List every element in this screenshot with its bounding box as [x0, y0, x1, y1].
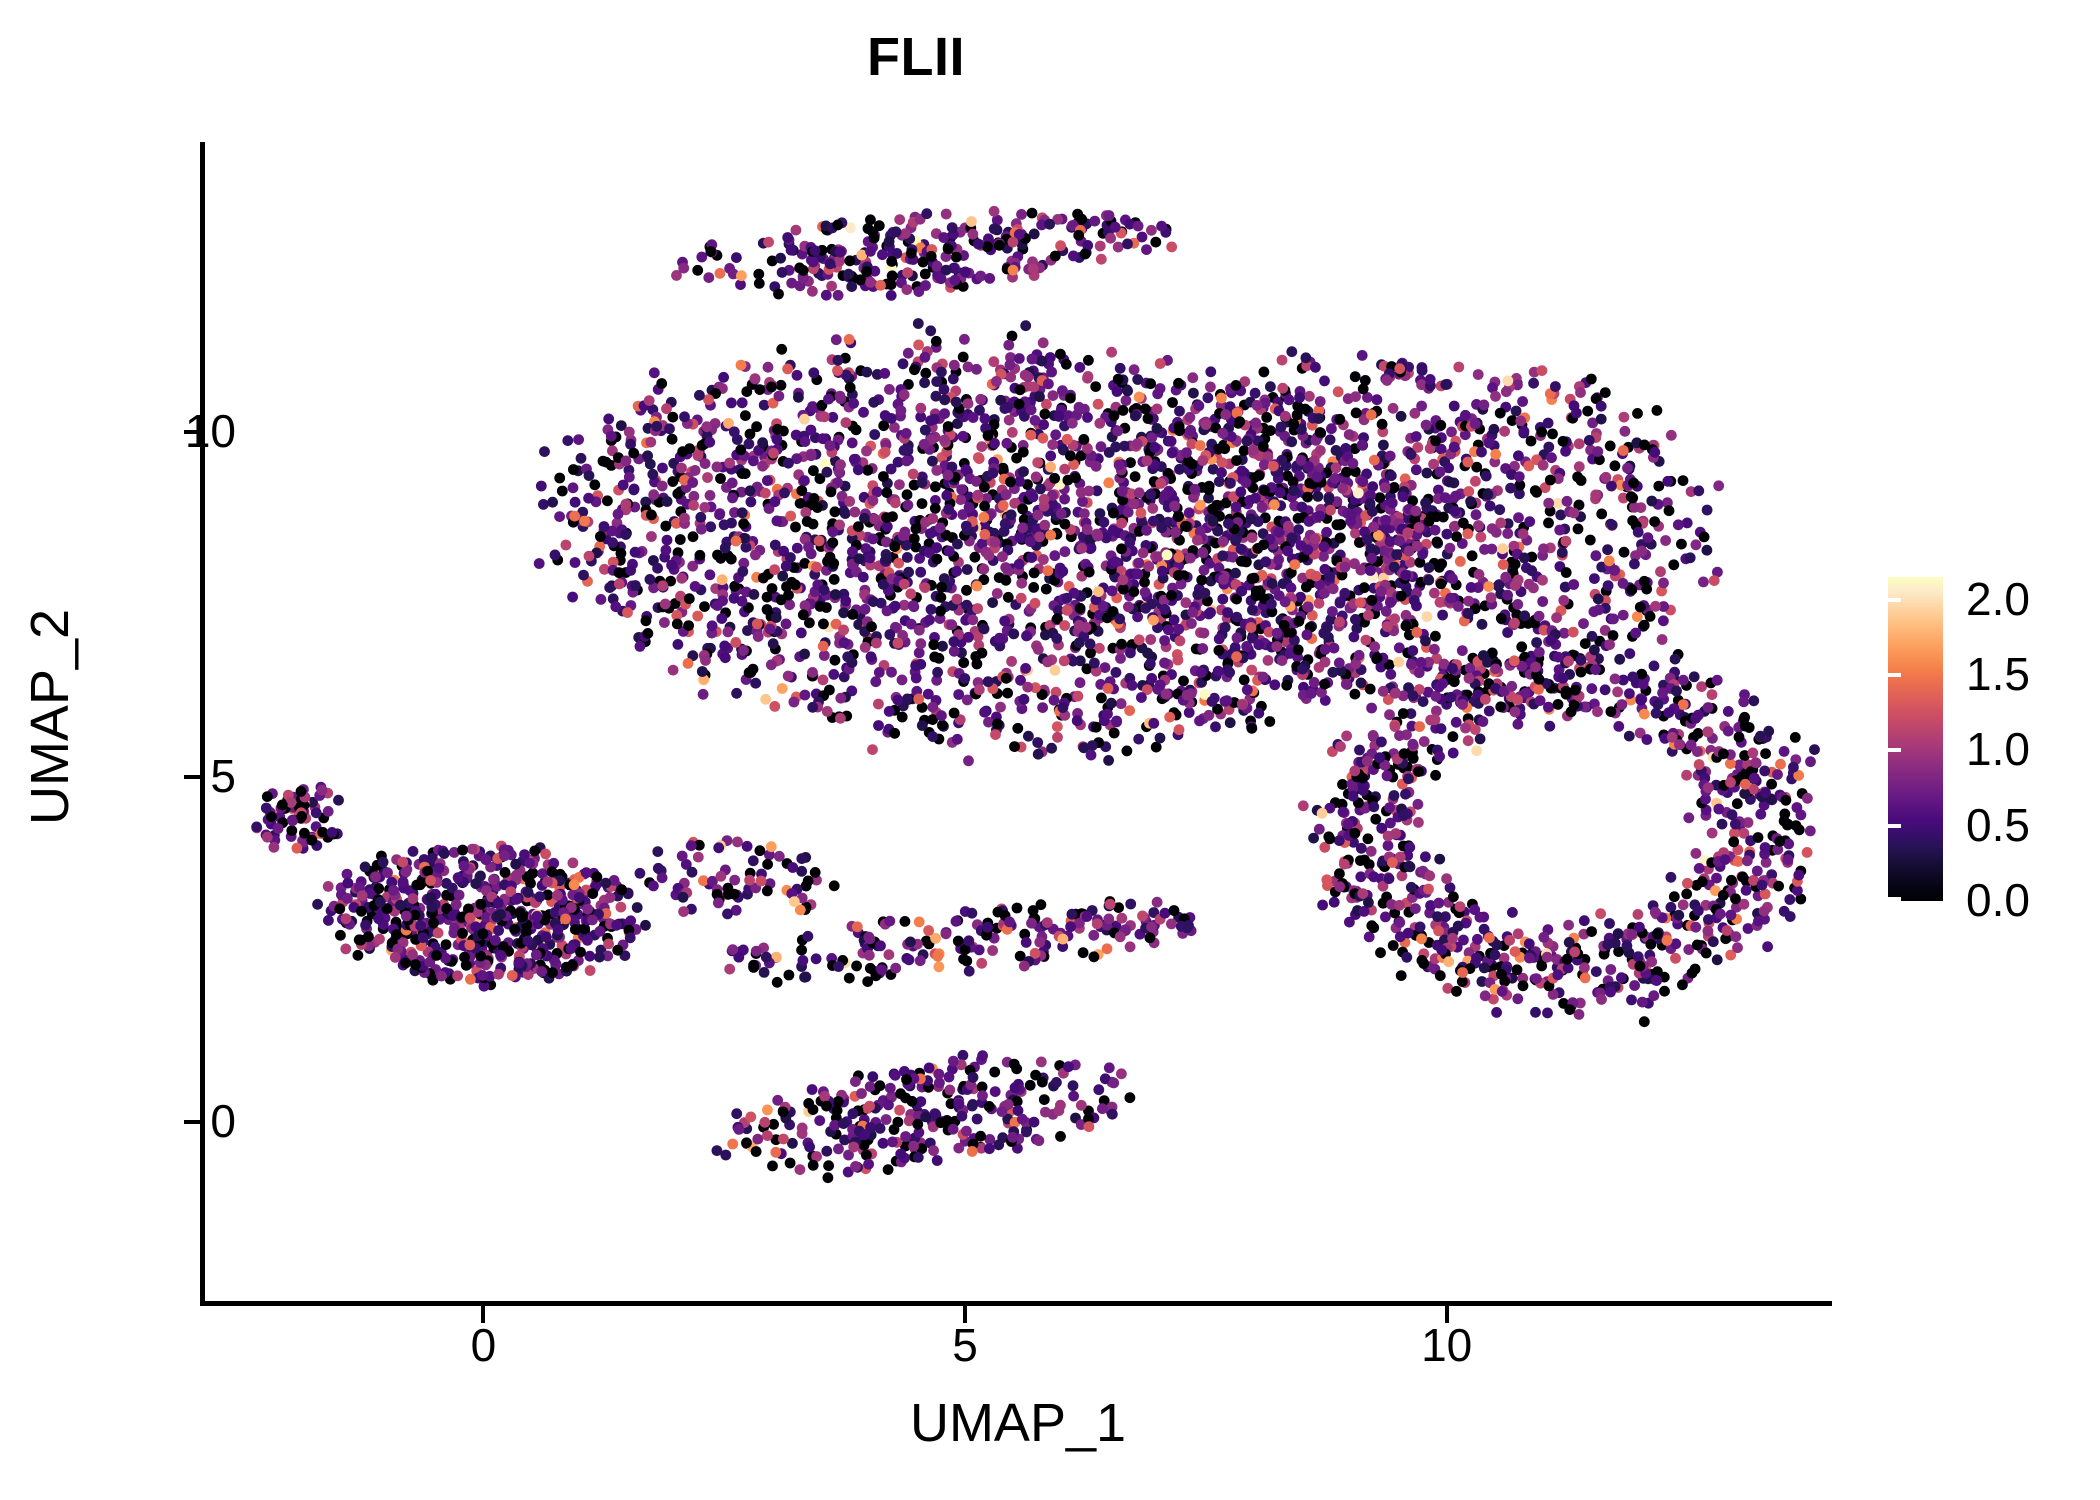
y-tick-mark — [184, 1119, 200, 1124]
scatter-points-layer — [251, 205, 1820, 1184]
colorbar-tick-mark — [1888, 672, 1901, 677]
x-tick-label: 0 — [470, 1319, 497, 1371]
x-tick-mark — [963, 1306, 968, 1323]
y-tick-label: 5 — [210, 749, 236, 802]
colorbar-tick-mark — [2075, 748, 2088, 753]
x-tick-label: 5 — [952, 1319, 978, 1371]
x-axis-line — [200, 1301, 1832, 1306]
colorbar-tick-label: 1.5 — [1966, 647, 2030, 700]
colorbar-tick-mark — [2075, 597, 2088, 602]
x-axis-title: UMAP_1 — [909, 1393, 1127, 1453]
colorbar-tick-label: 2.0 — [1966, 572, 2030, 625]
colorbar-tick-label: 0.0 — [1966, 874, 2030, 926]
colorbar-tick-mark — [1888, 748, 1901, 753]
y-axis-line — [200, 142, 205, 1305]
colorbar-gradient — [1888, 577, 1943, 901]
y-tick-label: 10 — [184, 404, 236, 457]
colorbar-tick-mark — [1888, 823, 1901, 828]
page-title: FLII — [867, 27, 965, 87]
x-tick-mark — [481, 1306, 486, 1323]
y-tick-mark — [184, 774, 200, 779]
y-axis-title: UMAP_2 — [20, 608, 80, 826]
colorbar-tick-mark — [1888, 597, 1901, 602]
x-tick-label: 10 — [1421, 1319, 1473, 1371]
color-legend: 2.0 1.5 1.0 0.5 0.0 — [1888, 572, 2088, 923]
y-tick-label: 0 — [210, 1094, 236, 1147]
colorbar-tick-mark — [2075, 897, 2088, 901]
colorbar-tick-label: 1.0 — [1966, 723, 2030, 776]
colorbar-tick-label: 0.5 — [1966, 798, 2030, 851]
plot-panel — [204, 142, 1832, 1301]
colorbar-tick-mark — [2075, 672, 2088, 677]
y-tick-mark — [184, 429, 200, 434]
x-tick-mark — [1444, 1306, 1449, 1323]
colorbar-tick-mark — [2075, 823, 2088, 828]
colorbar-tick-mark — [1888, 897, 1901, 901]
